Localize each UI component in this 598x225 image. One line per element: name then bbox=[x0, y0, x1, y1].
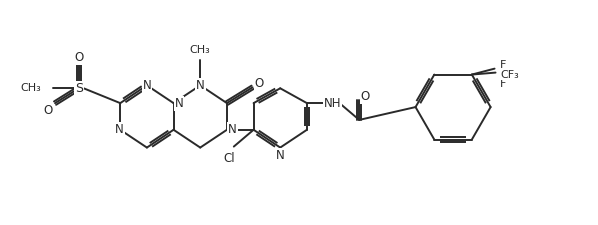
Text: NH: NH bbox=[324, 97, 341, 110]
Text: O: O bbox=[74, 51, 83, 64]
Text: O: O bbox=[44, 104, 53, 117]
Text: F: F bbox=[501, 60, 507, 70]
Text: Cl: Cl bbox=[223, 152, 234, 165]
Text: N: N bbox=[276, 149, 285, 162]
Text: F: F bbox=[506, 71, 512, 81]
Text: S: S bbox=[75, 82, 83, 95]
Text: N: N bbox=[175, 97, 184, 110]
Text: F: F bbox=[501, 79, 507, 90]
Text: N: N bbox=[142, 79, 151, 92]
Text: S: S bbox=[75, 82, 83, 95]
Text: CH₃: CH₃ bbox=[190, 45, 210, 55]
Text: N: N bbox=[228, 123, 237, 136]
Text: S: S bbox=[33, 82, 41, 95]
Text: CF₃: CF₃ bbox=[501, 70, 519, 80]
Text: CH₃: CH₃ bbox=[20, 83, 41, 93]
Text: O: O bbox=[44, 104, 53, 117]
Text: O: O bbox=[255, 77, 264, 90]
Text: O: O bbox=[361, 90, 370, 103]
Text: O: O bbox=[74, 51, 83, 64]
Text: N: N bbox=[196, 79, 205, 92]
Text: N: N bbox=[115, 123, 124, 136]
